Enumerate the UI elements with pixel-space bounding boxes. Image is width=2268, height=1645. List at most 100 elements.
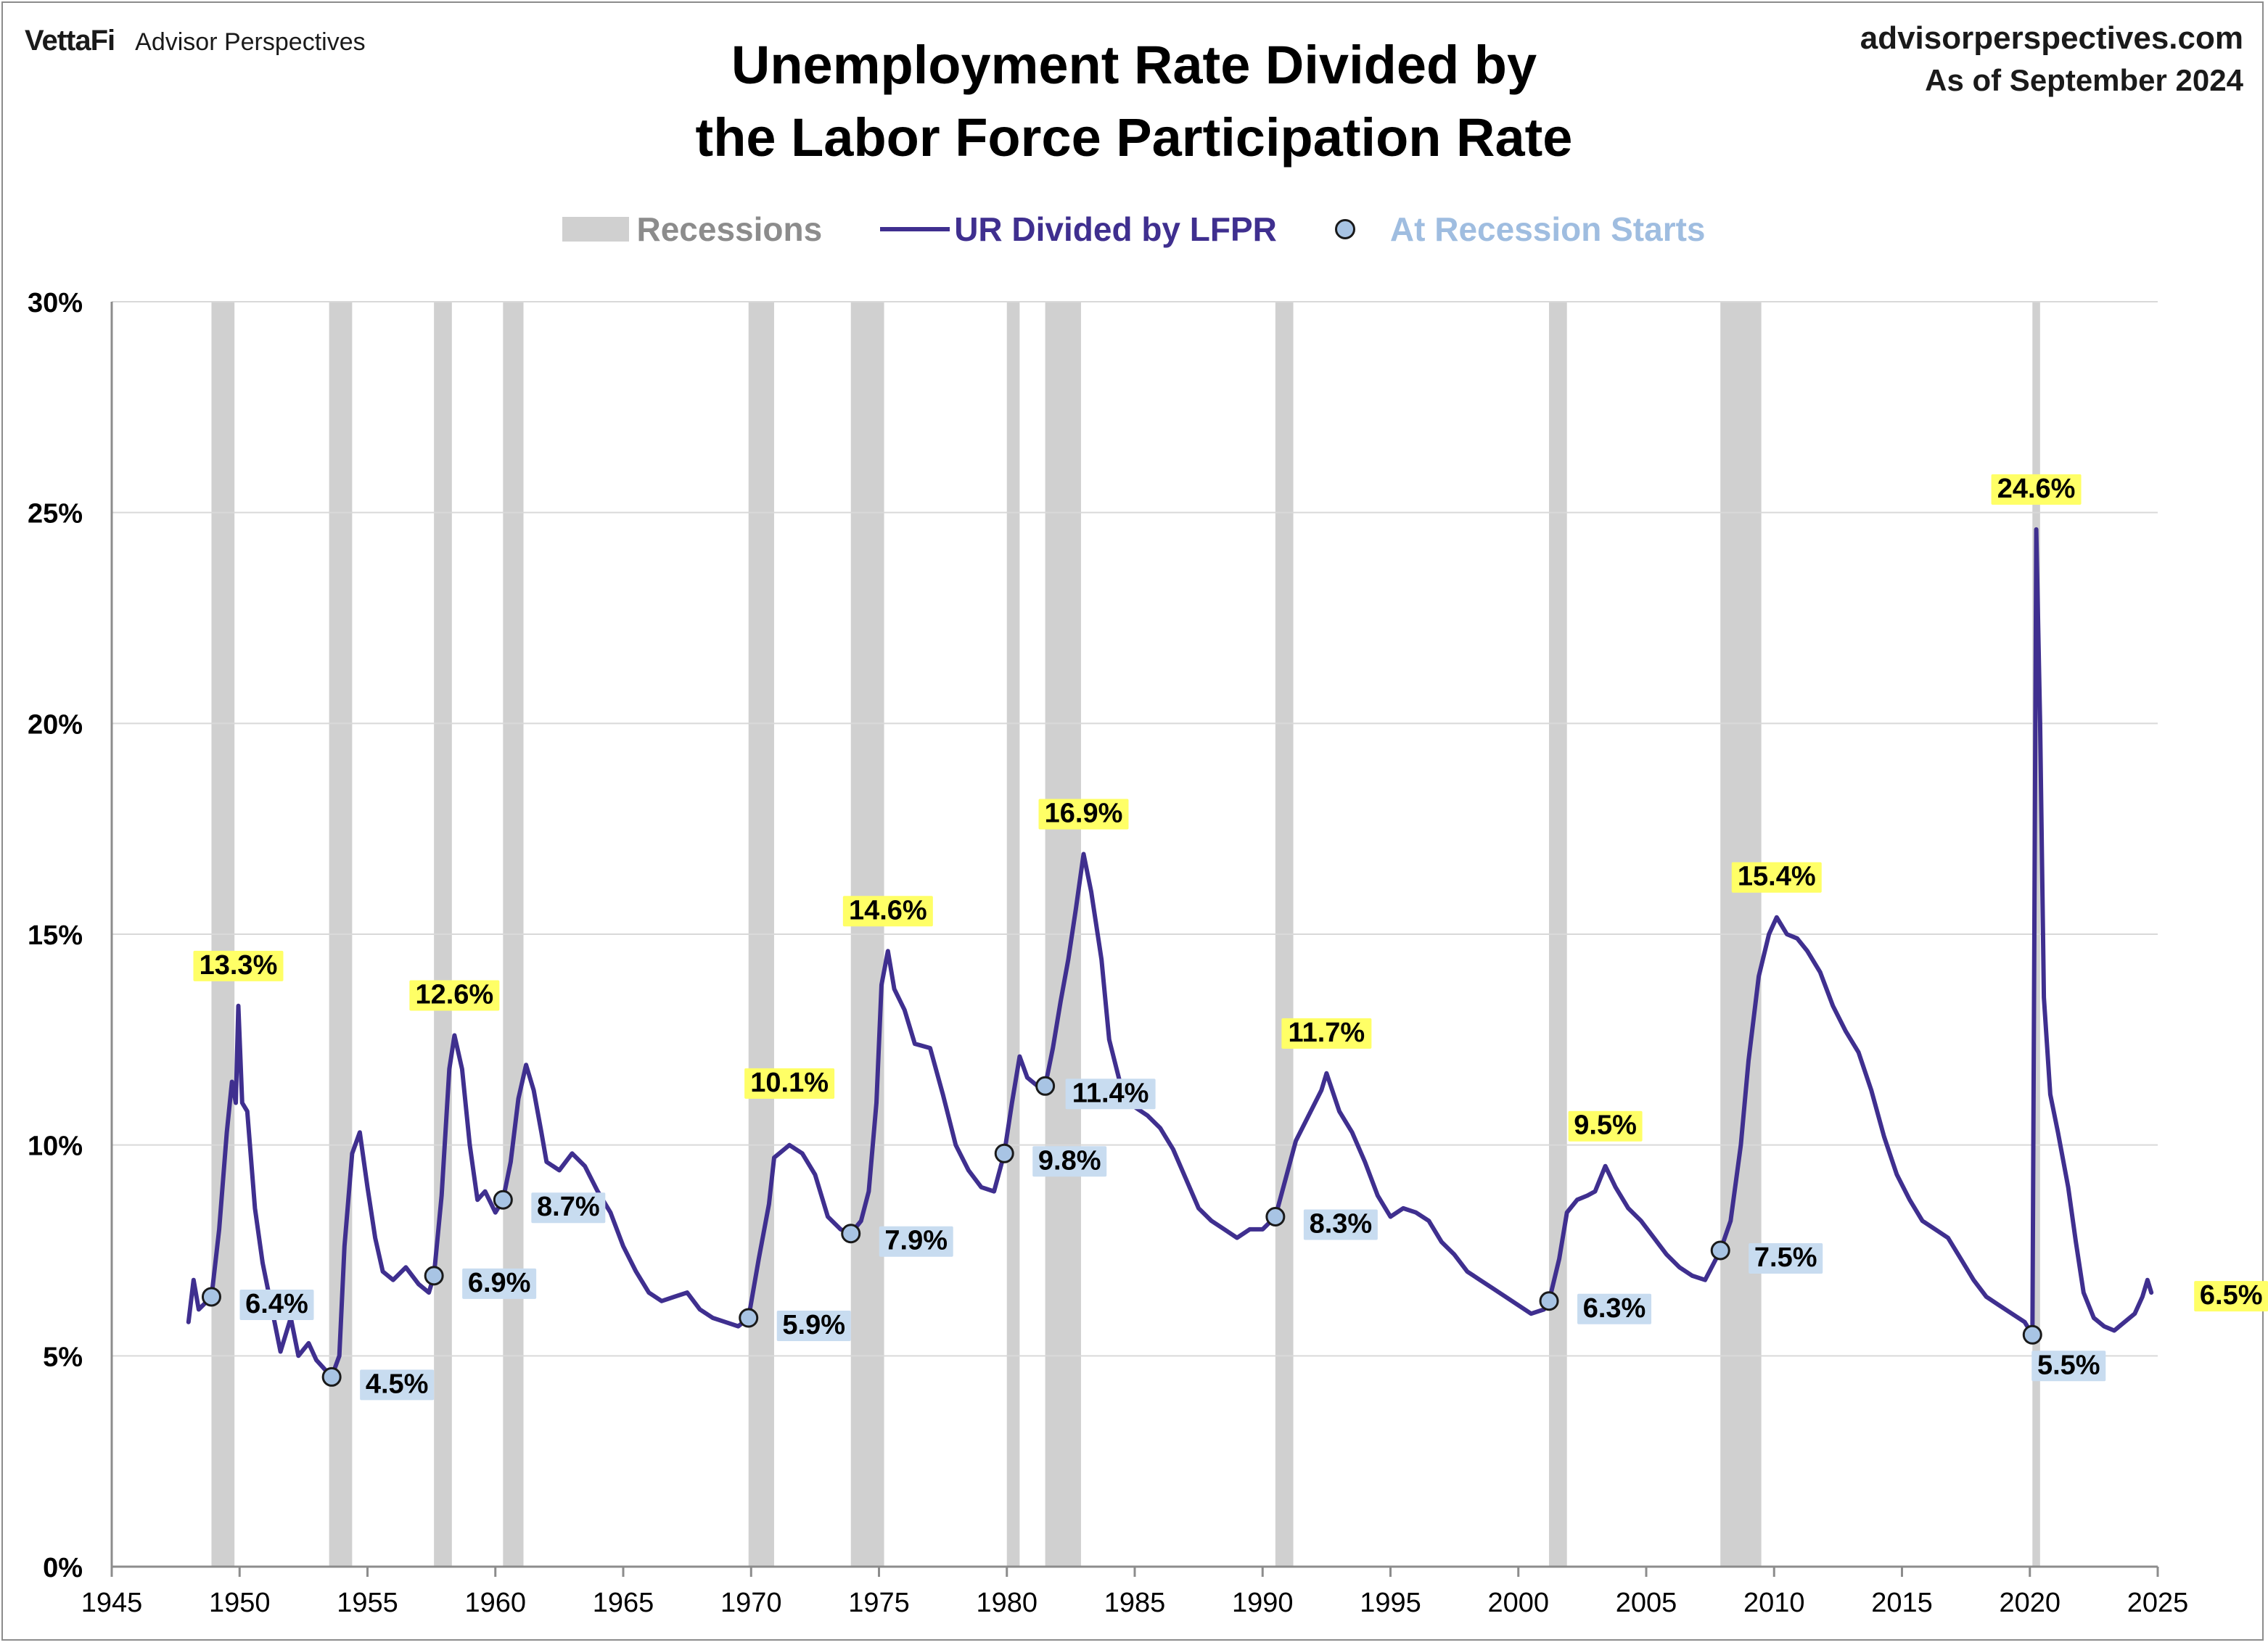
peak-label: 11.7% [1281,1018,1372,1049]
y-tick-label: 30% [28,288,83,318]
recession-start-label-bg [462,1268,537,1299]
recession-start-label-text: 9.8% [1038,1145,1101,1176]
x-tick-label: 1955 [337,1588,398,1618]
y-tick-label: 0% [43,1553,83,1583]
recession-start-label: 6.3% [1577,1293,1652,1324]
chart-title-line2: the Labor Force Participation Rate [695,107,1573,168]
recession-start-marker [739,1308,759,1328]
recession-start-label-bg [1032,1146,1107,1177]
legend-label-markers: At Recession Starts [1389,210,1706,248]
recession-start-label-text: 6.9% [468,1268,531,1298]
legend-label-recessions: Recessions [636,210,823,248]
recession-start-label-bg [1303,1209,1378,1240]
recession-start-label-text: 8.3% [1310,1208,1373,1239]
recession-start-label-text: 5.5% [2037,1350,2100,1380]
legend-label-series: UR Divided by LFPR [954,210,1277,248]
peak-label-text: 9.5% [1574,1110,1637,1141]
x-tick-label: 2005 [1616,1588,1677,1618]
as-of-date: As of September 2024 [1925,63,2243,97]
recession-start-label-bg [1577,1293,1652,1324]
peak-label-text: 14.6% [849,895,927,925]
peak-label: 12.6% [409,980,500,1011]
legend-item-recessions: Recessions [562,210,822,249]
peak-label-bg [1568,1110,1643,1142]
recession-start-marker [2022,1324,2042,1345]
peak-label-text: 15.4% [1738,862,1816,892]
recession-start-marker [1265,1206,1286,1226]
y-tick-label: 10% [28,1131,83,1162]
recession-start-label-text: 5.9% [782,1310,845,1340]
peak-label-text: 16.9% [1045,799,1123,829]
recession-start-label: 11.4% [1065,1078,1156,1110]
recession-start-label-bg [2031,1351,2106,1382]
chart-title: Unemployment Rate Divided by the Labor F… [0,29,2268,174]
x-tick-label: 1990 [1232,1588,1294,1618]
peak-label-text: 10.1% [750,1068,829,1098]
x-tick-label: 1980 [976,1588,1038,1618]
peak-label-bg [842,896,933,927]
recession-start-marker [321,1366,342,1387]
peak-label-bg [1991,474,2082,505]
x-tick-label: 1985 [1104,1588,1166,1618]
recession-start-label-bg [360,1369,435,1401]
recession-start-label: 7.5% [1749,1242,1823,1274]
recession-start-label: 6.9% [462,1268,537,1299]
x-tick-label: 2010 [1743,1588,1805,1618]
recession-start-marker [1539,1291,1559,1311]
recession-start-marker [493,1190,513,1210]
data-labels: 6.4% 4.5% 6.9% 8.7% 5.9% 7.9% 9.8% 11.4% 8.3% 6.3… [193,474,2268,1401]
recession-start-label-text: 7.9% [884,1226,948,1256]
recession-start-marker [994,1143,1014,1163]
recession-start-label: 8.7% [531,1192,606,1224]
peak-label: 24.6% [1991,474,2082,505]
recession-start-label: 6.4% [239,1289,314,1320]
peak-label-bg [1281,1018,1372,1049]
peak-label-bg [193,950,284,981]
recession-start-label-text: 11.4% [1072,1078,1149,1108]
recession-start-label: 9.8% [1032,1145,1107,1177]
recession-start-label-bg [239,1289,314,1320]
peak-label-text: 12.6% [415,980,493,1010]
axes: 0% 5% 10% 15% 20% 25% 30% 1945 1950 1955 1960 1965 1… [28,288,2188,1618]
peak-label: 14.6% [842,895,933,927]
x-tick-label: 1960 [464,1588,526,1618]
recession-start-label: 7.9% [879,1226,953,1257]
x-tick-label: 1995 [1360,1588,1421,1618]
brand-logo: VettaFi Advisor Perspectives [25,25,366,57]
peak-label: 13.3% [193,950,284,981]
recession-start-label-bg [1749,1243,1823,1274]
recession-start-markers [201,1076,2042,1387]
site-url[interactable]: advisorperspectives.com [1860,20,2243,56]
recession-start-label: 8.3% [1303,1208,1378,1240]
peak-label: 9.5% [1568,1110,1643,1142]
peak-label-bg [744,1068,835,1099]
x-tick-label: 2020 [1999,1588,2060,1618]
recession-start-label-text: 6.4% [245,1289,308,1319]
vettafi-logo: VettaFi [25,25,115,57]
legend: Recessions UR Divided by LFPR At Recessi… [0,207,2268,251]
series-line [186,527,2154,1380]
y-tick-label: 5% [43,1342,83,1372]
peak-label-bg [409,980,500,1011]
x-tick-label: 1965 [593,1588,654,1618]
recession-swatch [562,217,630,242]
x-tick-label: 2015 [1871,1588,1933,1618]
x-tick-label: 1945 [81,1588,143,1618]
legend-item-series: UR Divided by LFPR [880,210,1277,249]
recession-start-label-bg [776,1311,851,1342]
recession-start-marker [201,1287,221,1307]
peak-label-text: 24.6% [1997,474,2076,504]
recession-start-label-bg [531,1192,606,1224]
legend-item-markers: At Recession Starts [1334,210,1706,249]
recession-start-label-bg [1065,1079,1156,1110]
x-tick-label: 1975 [848,1588,910,1618]
peak-label: 16.9% [1038,799,1129,830]
peak-label-text: 11.7% [1289,1018,1365,1048]
recession-start-marker [424,1266,444,1286]
x-tick-label: 1950 [209,1588,271,1618]
x-tick-label: 2000 [1487,1588,1549,1618]
peak-label-text: 13.3% [200,950,278,981]
recession-start-marker [1035,1076,1056,1096]
